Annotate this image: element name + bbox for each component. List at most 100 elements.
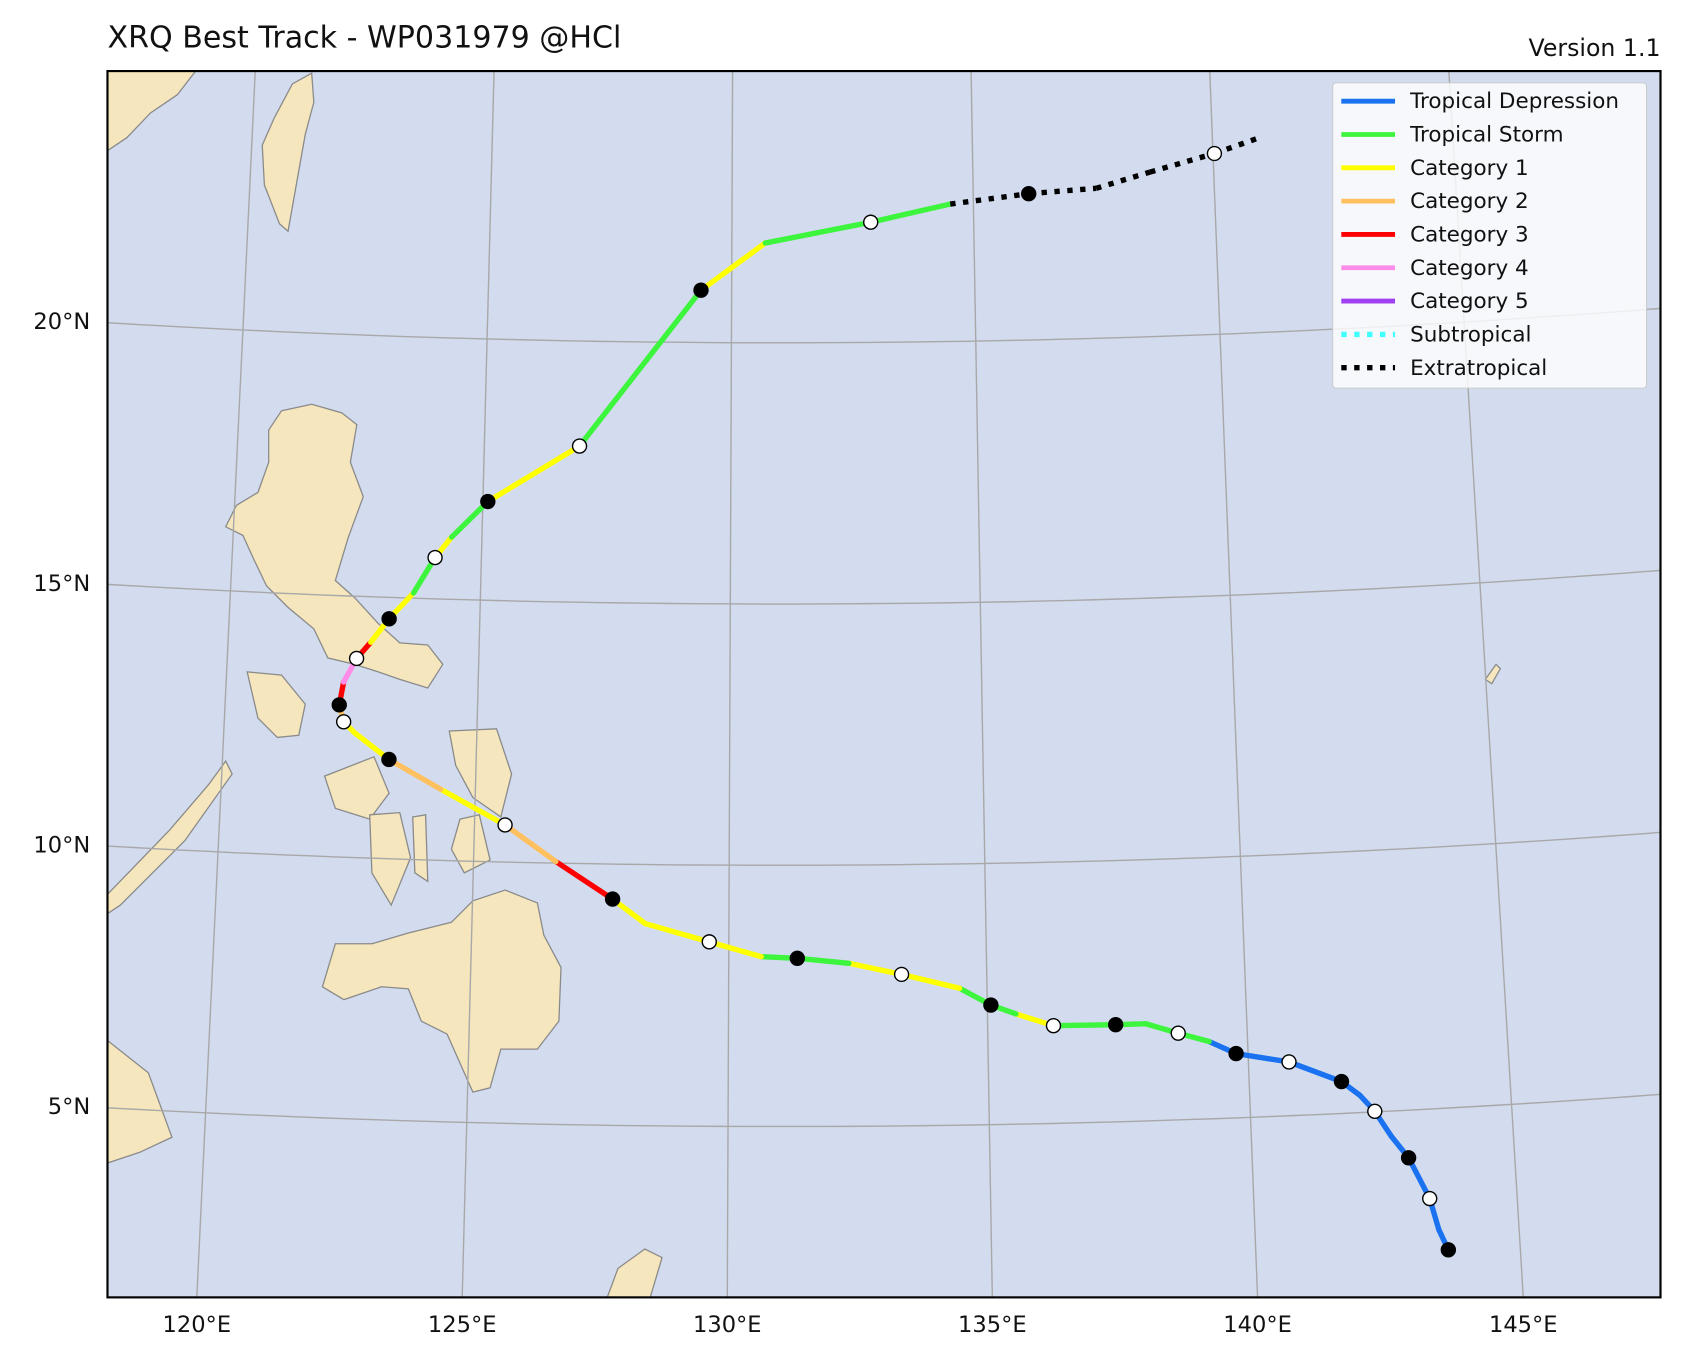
track-point bbox=[1400, 1150, 1417, 1166]
parallel bbox=[107, 1093, 1661, 1128]
track-point bbox=[1045, 1018, 1062, 1034]
track-segment bbox=[1213, 134, 1261, 157]
parallel bbox=[107, 569, 1661, 605]
panay bbox=[323, 755, 390, 820]
track-point bbox=[1367, 1103, 1383, 1120]
track-point bbox=[331, 697, 347, 713]
track-segment bbox=[485, 443, 583, 505]
leyte bbox=[450, 814, 491, 874]
track-point bbox=[497, 817, 513, 833]
track-point bbox=[701, 934, 717, 950]
legend-label: Category 2 bbox=[1410, 189, 1529, 214]
track-segment bbox=[698, 240, 768, 293]
track-segment bbox=[846, 960, 905, 978]
legend-label: Category 4 bbox=[1410, 256, 1529, 281]
y-tick-label: 15°N bbox=[33, 571, 90, 597]
track-segment bbox=[1095, 169, 1151, 191]
x-tick-label: 140°E bbox=[1223, 1312, 1292, 1338]
track-segment bbox=[642, 920, 712, 945]
legend-label: Category 1 bbox=[1410, 156, 1529, 181]
tick-labels: 120°E 125°E 130°E 135°E 140°E 145°E 5°N 10°N 15°… bbox=[33, 309, 1557, 1338]
x-tick-label: 125°E bbox=[428, 1312, 497, 1338]
legend-label: Tropical Depression bbox=[1409, 89, 1619, 114]
track-segment bbox=[448, 498, 491, 540]
x-tick-label: 120°E bbox=[163, 1312, 232, 1338]
track-segment bbox=[1233, 1050, 1292, 1065]
legend: Tropical Depression Tropical Storm Categor… bbox=[1332, 82, 1648, 389]
map-frame bbox=[106, 69, 1662, 1299]
guam bbox=[1484, 663, 1502, 685]
track-point bbox=[893, 966, 910, 983]
legend-box bbox=[1332, 82, 1648, 389]
track-segment bbox=[762, 219, 874, 246]
samar bbox=[448, 728, 513, 819]
track-point bbox=[480, 493, 496, 510]
legend-label: Category 3 bbox=[1410, 223, 1529, 248]
track-segment bbox=[1286, 1059, 1345, 1085]
track-segment bbox=[1149, 150, 1216, 175]
version-label: Version 1.1 bbox=[1529, 34, 1661, 62]
track-segment bbox=[898, 971, 963, 991]
mindoro bbox=[246, 671, 306, 739]
track-point bbox=[1206, 145, 1223, 162]
track-segment bbox=[553, 858, 616, 902]
meridian bbox=[726, 71, 734, 1298]
borneo bbox=[107, 1039, 173, 1164]
y-tick-label: 20°N bbox=[33, 309, 90, 335]
track-point bbox=[571, 438, 588, 454]
legend-label: Tropical Storm bbox=[1409, 123, 1563, 148]
track-segment bbox=[576, 287, 704, 449]
palawan bbox=[107, 759, 233, 915]
track-point bbox=[1281, 1054, 1297, 1070]
track-segment bbox=[438, 786, 508, 828]
track-segment bbox=[868, 201, 953, 225]
track-point bbox=[1422, 1190, 1438, 1207]
track-point bbox=[1021, 186, 1037, 202]
track-point bbox=[1333, 1073, 1350, 1090]
china-coast bbox=[107, 71, 197, 152]
track-segment bbox=[794, 955, 852, 966]
parallel bbox=[107, 831, 1661, 866]
meridian bbox=[970, 71, 994, 1298]
track-point bbox=[863, 214, 879, 230]
x-tick-label: 145°E bbox=[1489, 1312, 1558, 1338]
track-segment bbox=[386, 756, 444, 792]
meridian bbox=[461, 71, 495, 1298]
luzon bbox=[224, 403, 444, 689]
track-segment bbox=[706, 939, 764, 960]
y-tick-label: 10°N bbox=[33, 833, 90, 859]
track-segment bbox=[502, 822, 559, 865]
track-point bbox=[381, 751, 397, 768]
meridian bbox=[196, 71, 256, 1298]
track-segment bbox=[1028, 185, 1097, 197]
track-point bbox=[693, 282, 709, 298]
track-point bbox=[983, 997, 999, 1013]
track-segment bbox=[949, 191, 1030, 207]
track-point bbox=[1107, 1016, 1124, 1033]
track-point bbox=[348, 650, 365, 667]
track-point bbox=[1228, 1045, 1244, 1062]
track-point bbox=[604, 891, 621, 907]
legend-label: Extratropical bbox=[1410, 356, 1547, 381]
meridian bbox=[1209, 71, 1259, 1298]
cebu bbox=[412, 814, 429, 883]
track-point bbox=[1440, 1242, 1457, 1258]
marker-layer bbox=[331, 145, 1457, 1258]
track-point bbox=[789, 950, 805, 966]
x-tick-label: 135°E bbox=[958, 1312, 1027, 1338]
legend-label: Subtropical bbox=[1410, 322, 1531, 347]
chart-title: XRQ Best Track - WP031979 @HCl bbox=[107, 20, 621, 55]
x-tick-label: 130°E bbox=[693, 1312, 762, 1338]
legend-label: Category 5 bbox=[1410, 289, 1529, 314]
track-point bbox=[381, 611, 397, 627]
track-point bbox=[427, 549, 443, 566]
y-tick-label: 5°N bbox=[48, 1094, 90, 1120]
mindanao bbox=[321, 889, 562, 1093]
halmahera bbox=[606, 1248, 663, 1298]
track-point bbox=[335, 714, 352, 730]
track-point bbox=[1170, 1025, 1186, 1041]
track-segment bbox=[1050, 1021, 1119, 1029]
taiwan bbox=[261, 72, 315, 233]
